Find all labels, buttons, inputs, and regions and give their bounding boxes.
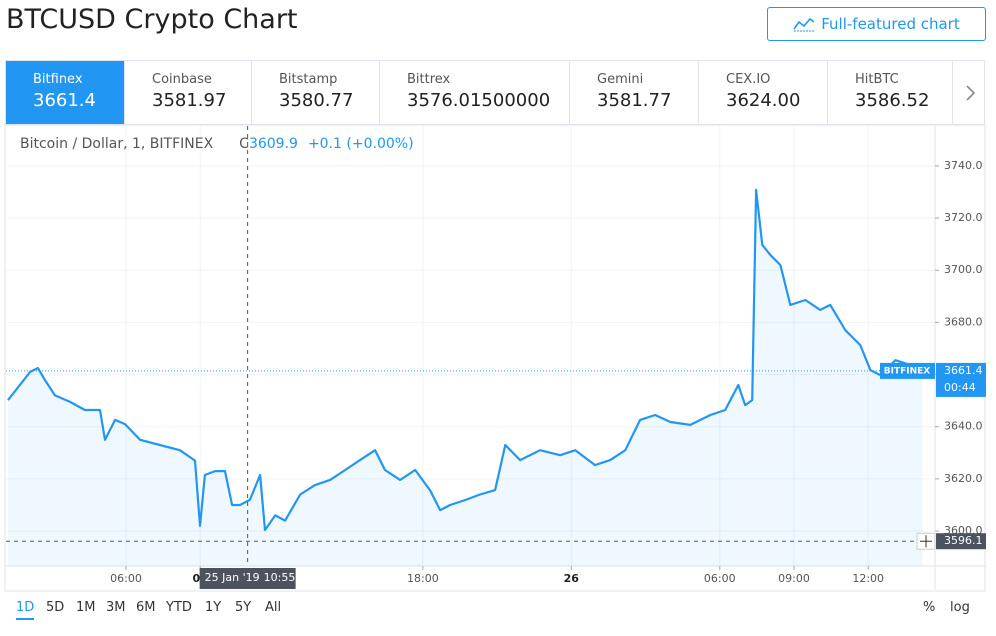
exchange-name: HitBTC	[855, 72, 899, 87]
button-label: Full-featured chart	[821, 15, 960, 33]
x-tick-label: 18:00	[407, 572, 439, 585]
y-tick-label: 3720.0	[944, 211, 983, 224]
exchange-price: 3586.52	[855, 90, 930, 111]
price-tag: BITFINEX	[884, 366, 931, 376]
exchange-price: 3581.97	[152, 90, 227, 111]
exchange-tab[interactable]: CEX.IO 3624.00	[698, 61, 827, 124]
crosshair-x-bg	[199, 568, 296, 589]
range-button[interactable]: 1Y	[205, 600, 222, 615]
area-fill	[7, 189, 923, 566]
legend-symbol: Bitcoin / Dollar, 1, BITFINEX	[20, 136, 214, 152]
y-tick-label: 3700.0	[944, 263, 983, 276]
x-tick-label: 06:00	[704, 572, 736, 585]
percent-toggle[interactable]: %	[923, 600, 936, 615]
range-button[interactable]: 1M	[76, 600, 96, 615]
log-toggle[interactable]: log	[950, 600, 970, 615]
exchange-tab[interactable]: Bittrex 3576.01500000	[379, 61, 569, 124]
range-button[interactable]: 6M	[136, 600, 156, 615]
plot-border	[4, 124, 986, 592]
exchange-price: 3624.00	[726, 90, 801, 111]
price-tag-bg	[880, 362, 935, 379]
y-tick-label: 3620.0	[944, 472, 983, 485]
exchange-tab[interactable]: Bitfinex 3661.4	[6, 61, 124, 124]
x-tick-label: 12:00	[852, 572, 884, 585]
crosshair-value: 3596.1	[944, 534, 983, 547]
y-tick-label: 3680.0	[944, 315, 983, 328]
exchange-name: Bitstamp	[279, 72, 338, 87]
price-label-bg	[936, 362, 986, 397]
crosshair-date: 25 Jan '19	[205, 571, 260, 584]
range-toolbar: 1D 5D 1M 3M 6M YTD 1Y 5Y All% log	[5, 592, 985, 626]
exchange-price: 3576.01500000	[407, 90, 551, 111]
exchange-price: 3580.77	[279, 90, 354, 111]
chart-legend: Bitcoin / Dollar, 1, BITFINEX C 3609.9 +0.1…	[20, 136, 414, 152]
chevron	[965, 84, 975, 101]
crosshair-plus	[920, 535, 932, 548]
exchange-tabs: Bitfinex 3661.4 Coinbase 3581.97 Bitstamp 358…	[5, 60, 985, 125]
price-line	[7, 188, 923, 532]
exchange-name: CEX.IO	[726, 72, 771, 87]
range-button[interactable]: YTD	[166, 600, 192, 615]
x-tick-label: 09:00	[778, 572, 810, 585]
range-button[interactable]: All	[265, 600, 282, 615]
exchange-tab[interactable]: Bitstamp 3580.77	[251, 61, 379, 124]
range-button[interactable]: 3M	[106, 600, 126, 615]
legend-change: +0.1 (+0.00%)	[307, 136, 414, 152]
exchange-name: Coinbase	[152, 72, 212, 87]
exchange-tab[interactable]: HitBTC 3586.52	[827, 61, 953, 124]
tabs-next[interactable]	[952, 61, 986, 124]
page-title: BTCUSD Crypto Chart	[6, 4, 298, 35]
y-tick-label: 3640.0	[944, 420, 983, 433]
exchange-name: Gemini	[597, 72, 644, 87]
crosshair-y-bg	[936, 533, 986, 550]
crosshair-time: 10:55	[264, 571, 296, 584]
x-tick-label: 06:00	[110, 572, 142, 585]
range-button[interactable]: 5Y	[235, 600, 252, 615]
range-button[interactable]: 1D	[16, 600, 35, 620]
full-chart-button[interactable]: Full-featured chart	[767, 7, 986, 41]
countdown: 00:44	[944, 381, 976, 394]
x-tick-label: 26	[564, 572, 580, 585]
range-button[interactable]: 5D	[46, 600, 65, 615]
exchange-name: Bitfinex	[33, 72, 83, 87]
exchange-price: 3661.4	[33, 90, 96, 111]
exchange-tab[interactable]: Coinbase 3581.97	[124, 61, 251, 124]
exchange-price: 3581.77	[597, 90, 672, 111]
legend-close: 3609.9	[248, 136, 298, 152]
y-tick-label: 3740.0	[944, 159, 983, 172]
price-label: 3661.4	[944, 364, 983, 377]
chart-icon	[793, 17, 815, 32]
exchange-tab[interactable]: Gemini 3581.77	[569, 61, 698, 124]
exchange-name: Bittrex	[407, 72, 451, 87]
legend-close-label: C	[239, 136, 249, 152]
